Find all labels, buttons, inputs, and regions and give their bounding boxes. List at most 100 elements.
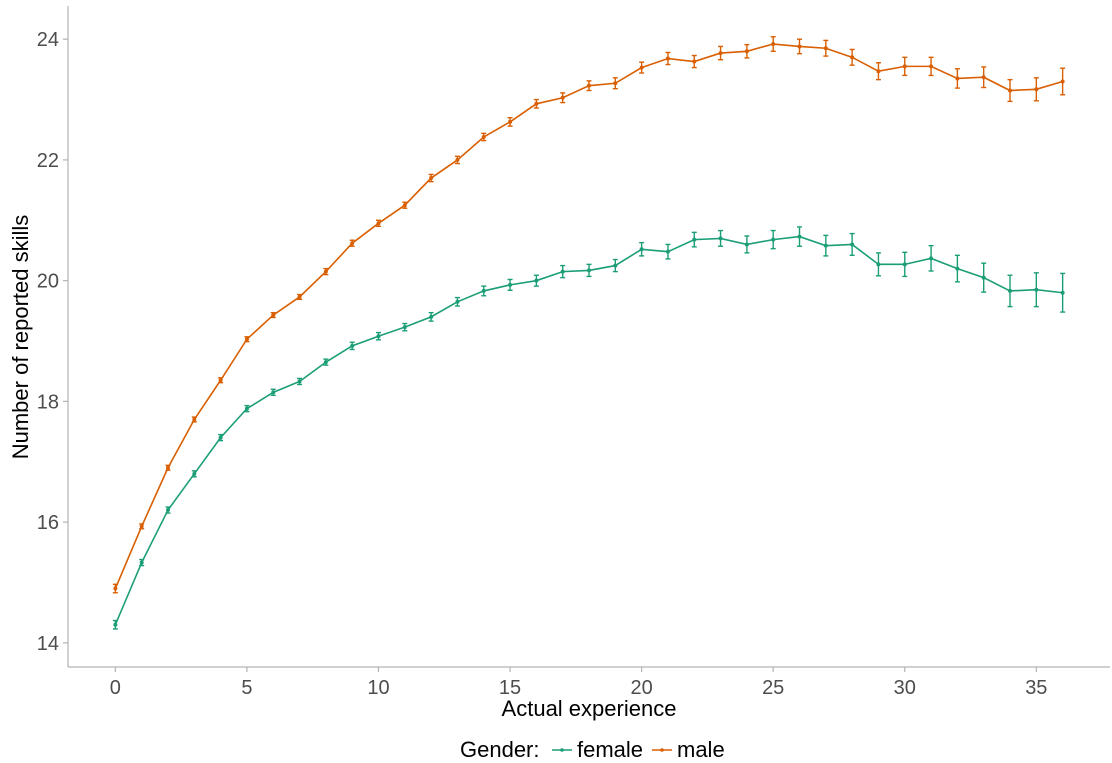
data-point: [850, 55, 855, 60]
data-point: [271, 313, 276, 318]
data-point: [192, 417, 197, 422]
data-point: [139, 560, 144, 565]
data-point: [955, 76, 960, 81]
y-tick-label: 24: [37, 29, 59, 51]
data-point: [823, 243, 828, 248]
data-point: [455, 157, 460, 162]
legend-key-point-male: [660, 748, 664, 752]
legend-label-male: male: [677, 737, 725, 762]
data-point: [376, 334, 381, 339]
data-point: [929, 64, 934, 69]
data-point: [1034, 87, 1039, 92]
data-point: [587, 268, 591, 273]
data-point: [692, 237, 697, 242]
series-layer: [112, 36, 1066, 630]
x-tick-label: 35: [1025, 677, 1047, 699]
legend-key-point-female: [560, 748, 564, 752]
y-tick-label: 16: [37, 512, 59, 534]
data-point: [639, 65, 644, 70]
data-point: [113, 622, 118, 627]
data-point: [455, 299, 460, 304]
legend: Gender: female male: [460, 737, 725, 762]
data-point: [1034, 287, 1039, 292]
data-point: [613, 263, 618, 268]
data-point: [718, 51, 723, 56]
series-female: [112, 226, 1066, 630]
legend-label-female: female: [577, 737, 643, 762]
data-point: [665, 56, 670, 61]
y-tick-label: 14: [37, 633, 59, 655]
legend-key-male: [652, 748, 672, 752]
data-point: [771, 237, 776, 242]
data-point: [797, 44, 802, 49]
legend-key-female: [552, 748, 572, 752]
data-point: [508, 119, 513, 124]
y-tick-label: 18: [37, 391, 59, 413]
data-point: [1008, 88, 1013, 93]
data-point: [402, 203, 407, 208]
series-line-male: [114, 43, 1063, 589]
data-point: [429, 176, 434, 181]
data-point: [350, 241, 355, 246]
axes: [67, 6, 1110, 668]
data-point: [771, 42, 776, 47]
data-point: [718, 236, 723, 241]
data-point: [902, 262, 907, 267]
data-point: [165, 508, 170, 513]
series-male: [112, 36, 1066, 594]
data-point: [587, 83, 591, 88]
data-point: [534, 101, 539, 106]
data-point: [192, 471, 197, 476]
data-point: [297, 294, 302, 299]
y-tick-label: 20: [37, 271, 59, 293]
data-point: [113, 586, 118, 591]
data-point: [560, 269, 565, 274]
data-point: [534, 278, 539, 283]
data-point: [744, 49, 749, 54]
data-point: [955, 266, 960, 271]
data-point: [402, 325, 407, 330]
data-point: [639, 247, 644, 252]
y-axis-title: Number of reported skills: [8, 215, 33, 460]
data-point: [823, 46, 828, 51]
data-point: [271, 390, 276, 395]
data-point: [613, 81, 618, 86]
data-point: [1008, 288, 1013, 293]
data-point: [876, 69, 881, 74]
data-point: [323, 269, 328, 274]
data-point: [981, 275, 986, 280]
data-point: [165, 465, 170, 470]
data-point: [323, 360, 328, 365]
data-point: [692, 59, 697, 64]
data-point: [218, 378, 223, 383]
y-ticks: 14 16 18 20 22 24: [37, 29, 68, 655]
x-axis-title: Actual experience: [502, 696, 677, 721]
data-point: [1060, 290, 1065, 295]
x-tick-label: 15: [499, 677, 521, 699]
data-point: [429, 314, 434, 319]
data-point: [481, 288, 486, 293]
x-tick-label: 10: [367, 677, 389, 699]
data-point: [850, 242, 855, 247]
data-point: [218, 435, 223, 440]
data-point: [244, 337, 249, 342]
data-point: [297, 379, 302, 384]
data-point: [560, 95, 565, 100]
y-tick-label: 22: [37, 150, 59, 172]
legend-title: Gender:: [460, 737, 540, 762]
x-tick-label: 25: [762, 677, 784, 699]
x-tick-label: 30: [894, 677, 916, 699]
data-point: [981, 75, 986, 80]
x-ticks: 0 5 10 15 20 25 30 35: [110, 667, 1047, 699]
data-point: [744, 242, 749, 247]
data-point: [876, 262, 881, 267]
data-point: [902, 64, 907, 69]
data-point: [139, 524, 144, 529]
data-point: [376, 221, 381, 226]
data-point: [665, 249, 670, 254]
data-point: [244, 406, 249, 411]
data-point: [797, 234, 802, 239]
x-tick-label: 20: [631, 677, 653, 699]
x-tick-label: 0: [110, 677, 121, 699]
